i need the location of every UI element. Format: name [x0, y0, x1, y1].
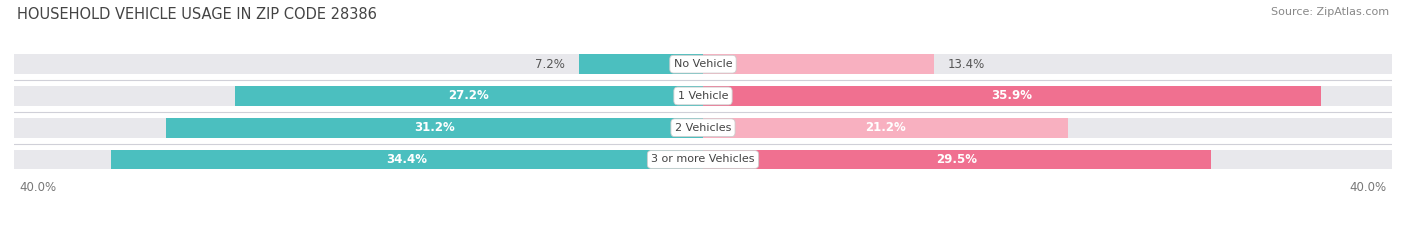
Text: 21.2%: 21.2%: [865, 121, 905, 134]
Text: HOUSEHOLD VEHICLE USAGE IN ZIP CODE 28386: HOUSEHOLD VEHICLE USAGE IN ZIP CODE 2838…: [17, 7, 377, 22]
Text: 40.0%: 40.0%: [20, 181, 56, 194]
Bar: [14, 150, 1392, 169]
Text: No Vehicle: No Vehicle: [673, 59, 733, 69]
Text: 13.4%: 13.4%: [948, 58, 984, 71]
Bar: [14, 86, 1392, 106]
Text: 31.2%: 31.2%: [413, 121, 454, 134]
Text: 34.4%: 34.4%: [387, 153, 427, 166]
Bar: [703, 150, 1211, 169]
Bar: [235, 86, 703, 106]
Bar: [703, 54, 934, 74]
Text: 40.0%: 40.0%: [1350, 181, 1386, 194]
Text: 2 Vehicles: 2 Vehicles: [675, 123, 731, 133]
Bar: [703, 86, 1322, 106]
Bar: [166, 118, 703, 137]
Text: 7.2%: 7.2%: [536, 58, 565, 71]
Bar: [703, 118, 1069, 137]
Text: 29.5%: 29.5%: [936, 153, 977, 166]
Bar: [111, 150, 703, 169]
Text: 1 Vehicle: 1 Vehicle: [678, 91, 728, 101]
Bar: [14, 54, 1392, 74]
Bar: [579, 54, 703, 74]
Bar: [14, 118, 1392, 137]
Text: 27.2%: 27.2%: [449, 89, 489, 103]
Text: 3 or more Vehicles: 3 or more Vehicles: [651, 154, 755, 164]
Text: 35.9%: 35.9%: [991, 89, 1032, 103]
Text: Source: ZipAtlas.com: Source: ZipAtlas.com: [1271, 7, 1389, 17]
